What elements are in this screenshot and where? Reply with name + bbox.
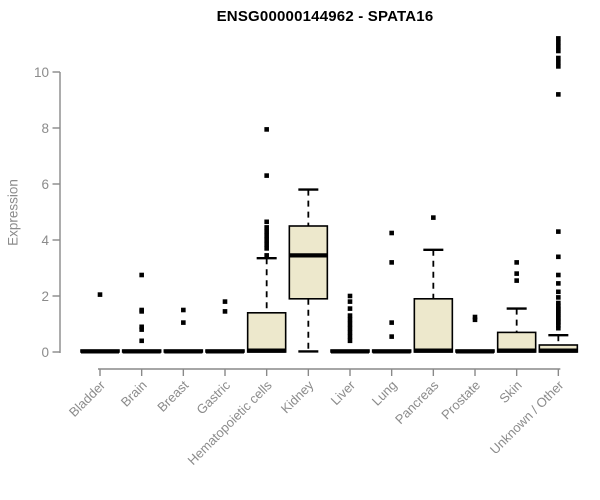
outlier-point [556,254,561,260]
outlier-point [472,317,478,323]
outlier-point [347,338,353,344]
box [246,311,287,353]
outlier-point [556,320,561,325]
outlier-point [139,272,144,278]
outlier-point [556,229,561,234]
outlier-point [514,271,519,276]
outlier-point [556,44,561,50]
outlier-point [139,309,144,314]
outlier-point [556,272,561,278]
outlier-point [556,300,561,306]
outlier-point [222,309,228,314]
outlier-point [347,321,353,327]
outlier-point [556,48,561,54]
y-tick-label: 10 [34,65,49,80]
boxplot-kidney [288,188,329,353]
outlier-point [264,225,269,230]
boxplot-skin [496,260,537,353]
y-tick-label: 4 [41,233,49,248]
outlier-point [264,219,269,225]
outlier-point [264,246,269,251]
x-tick-label: Unknown / Other [487,377,567,457]
box [288,225,329,300]
outlier-point [347,325,353,331]
outlier-point [264,127,269,132]
boxplot-gastric [205,299,245,354]
boxplot-bladder [80,292,120,354]
outlier-point [556,323,561,328]
x-tick-label: Lung [369,378,400,409]
x-tick-label: Brain [118,378,150,410]
outlier-point [556,281,561,286]
outlier-point [389,334,394,339]
x-tick-label: Gastric [193,377,233,417]
x-tick-label: Breast [154,377,191,414]
chart-title: ENSG00000144962 - SPATA16 [216,8,434,25]
outlier-point [556,64,561,69]
outlier-point [139,327,144,332]
outlier-point [264,237,269,243]
outlier-point [556,295,561,300]
x-tick-label: Bladder [66,377,109,420]
x-tick-label: Liver [328,377,359,408]
outlier-point [264,229,269,234]
outlier-point [389,320,394,325]
outlier-point [556,92,561,97]
outlier-point [556,36,561,41]
box [413,297,454,353]
outlier-point [556,289,561,295]
y-tick-label: 0 [41,345,49,360]
outlier-point [264,241,269,247]
outlier-point [264,233,269,239]
outlier-point [347,334,353,339]
outlier-point [347,317,353,323]
outlier-point [431,215,436,220]
outlier-point [181,320,186,325]
outlier-point [472,314,478,320]
y-tick-label: 6 [41,177,49,192]
outlier-point [556,316,561,321]
outlier-point [181,307,186,313]
boxplot-hematopoietic-cells [246,127,287,353]
x-tick-label: Skin [496,378,524,406]
boxplot-prostate [455,314,495,354]
outlier-point [389,260,394,265]
boxplot-unknown-other [538,36,579,353]
boxplot-breast [163,307,204,354]
outlier-point [389,230,394,236]
outlier-point [556,325,561,331]
y-tick-label: 2 [41,289,49,304]
boxplot-liver [330,293,370,354]
y-tick-label: 8 [41,121,49,136]
outlier-point [556,311,561,317]
outlier-point [264,253,269,258]
outlier-point [514,278,519,283]
outlier-point [97,292,103,297]
boxplot-brain [121,272,162,354]
outlier-point [556,59,561,65]
outlier-point [556,307,561,313]
boxplot-pancreas [413,215,454,353]
outlier-point [347,313,353,318]
outlier-point [556,303,561,309]
outlier-point [556,55,561,61]
x-tick-label: Prostate [438,378,483,423]
outlier-point [514,260,519,265]
outlier-point [556,40,561,45]
outlier-point [139,338,144,344]
outlier-point [347,293,353,299]
outlier-point [347,299,353,304]
outlier-point [222,299,228,304]
outlier-point [264,173,269,178]
outlier-point [347,330,353,335]
boxplot-lung [371,230,412,354]
x-tick-label: Pancreas [392,377,442,427]
x-tick-label: Kidney [278,377,317,416]
outlier-point [139,324,144,330]
outlier-point [347,306,353,311]
